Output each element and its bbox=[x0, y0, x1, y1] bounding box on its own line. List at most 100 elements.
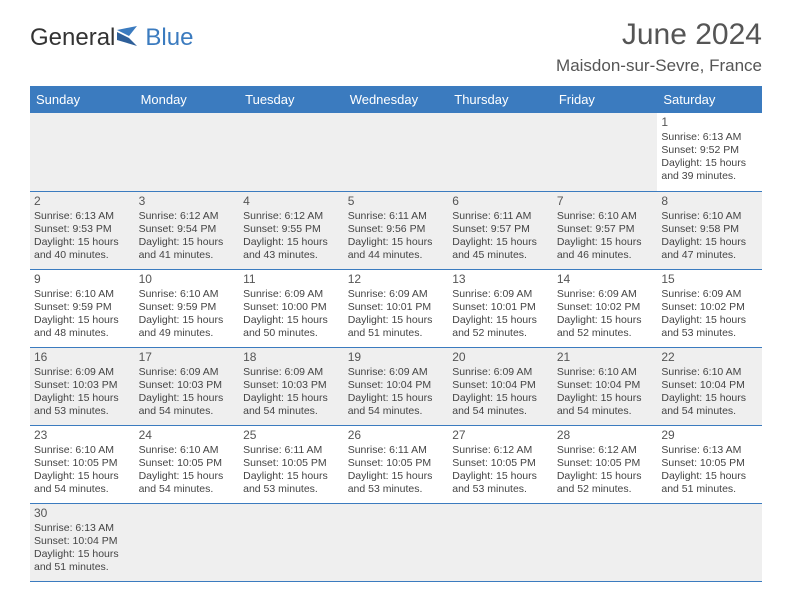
day-number: 2 bbox=[34, 194, 131, 209]
sunset-label: Sunset: 10:02 PM bbox=[661, 301, 758, 314]
sunset-label: Sunset: 9:55 PM bbox=[243, 223, 340, 236]
week-row: 23Sunrise: 6:10 AMSunset: 10:05 PMDaylig… bbox=[30, 425, 762, 503]
sunrise-label: Sunrise: 6:09 AM bbox=[348, 366, 445, 379]
day-number: 12 bbox=[348, 272, 445, 287]
location-label: Maisdon-sur-Sevre, France bbox=[556, 56, 762, 76]
daylight1-label: Daylight: 15 hours bbox=[661, 470, 758, 483]
daylight1-label: Daylight: 15 hours bbox=[34, 470, 131, 483]
day-cell: 16Sunrise: 6:09 AMSunset: 10:03 PMDaylig… bbox=[30, 347, 135, 425]
sunrise-label: Sunrise: 6:10 AM bbox=[661, 210, 758, 223]
day-cell: 21Sunrise: 6:10 AMSunset: 10:04 PMDaylig… bbox=[553, 347, 658, 425]
day-number: 19 bbox=[348, 350, 445, 365]
sunrise-label: Sunrise: 6:09 AM bbox=[34, 366, 131, 379]
sunrise-label: Sunrise: 6:13 AM bbox=[661, 444, 758, 457]
sunset-label: Sunset: 9:59 PM bbox=[139, 301, 236, 314]
daylight2-label: and 44 minutes. bbox=[348, 249, 445, 262]
week-row: 30Sunrise: 6:13 AMSunset: 10:04 PMDaylig… bbox=[30, 503, 762, 581]
daylight1-label: Daylight: 15 hours bbox=[452, 392, 549, 405]
daylight1-label: Daylight: 15 hours bbox=[348, 236, 445, 249]
day-number: 30 bbox=[34, 506, 131, 521]
daylight1-label: Daylight: 15 hours bbox=[34, 236, 131, 249]
sunrise-label: Sunrise: 6:09 AM bbox=[348, 288, 445, 301]
day-cell: 24Sunrise: 6:10 AMSunset: 10:05 PMDaylig… bbox=[135, 425, 240, 503]
sunset-label: Sunset: 9:53 PM bbox=[34, 223, 131, 236]
sunrise-label: Sunrise: 6:11 AM bbox=[348, 210, 445, 223]
daylight2-label: and 54 minutes. bbox=[34, 483, 131, 496]
day-number: 24 bbox=[139, 428, 236, 443]
daylight2-label: and 43 minutes. bbox=[243, 249, 340, 262]
daylight1-label: Daylight: 15 hours bbox=[34, 314, 131, 327]
sunrise-label: Sunrise: 6:12 AM bbox=[139, 210, 236, 223]
sunrise-label: Sunrise: 6:09 AM bbox=[452, 288, 549, 301]
sunset-label: Sunset: 10:05 PM bbox=[139, 457, 236, 470]
sunrise-label: Sunrise: 6:13 AM bbox=[34, 522, 131, 535]
sunset-label: Sunset: 10:03 PM bbox=[139, 379, 236, 392]
daylight2-label: and 51 minutes. bbox=[348, 327, 445, 340]
sunset-label: Sunset: 10:04 PM bbox=[348, 379, 445, 392]
day-header-sunday: Sunday bbox=[30, 86, 135, 113]
sunset-label: Sunset: 10:05 PM bbox=[34, 457, 131, 470]
sunset-label: Sunset: 10:04 PM bbox=[661, 379, 758, 392]
logo: General Blue bbox=[30, 24, 193, 52]
daylight2-label: and 54 minutes. bbox=[452, 405, 549, 418]
sunset-label: Sunset: 10:00 PM bbox=[243, 301, 340, 314]
day-cell: 26Sunrise: 6:11 AMSunset: 10:05 PMDaylig… bbox=[344, 425, 449, 503]
daylight2-label: and 51 minutes. bbox=[661, 483, 758, 496]
sunset-label: Sunset: 10:04 PM bbox=[557, 379, 654, 392]
daylight1-label: Daylight: 15 hours bbox=[243, 236, 340, 249]
daylight1-label: Daylight: 15 hours bbox=[139, 392, 236, 405]
sunrise-label: Sunrise: 6:10 AM bbox=[139, 444, 236, 457]
empty-cell bbox=[344, 113, 449, 191]
daylight2-label: and 54 minutes. bbox=[661, 405, 758, 418]
daylight2-label: and 49 minutes. bbox=[139, 327, 236, 340]
sunset-label: Sunset: 9:57 PM bbox=[452, 223, 549, 236]
daylight2-label: and 47 minutes. bbox=[661, 249, 758, 262]
day-number: 20 bbox=[452, 350, 549, 365]
daylight1-label: Daylight: 15 hours bbox=[243, 392, 340, 405]
daylight2-label: and 53 minutes. bbox=[661, 327, 758, 340]
day-cell: 15Sunrise: 6:09 AMSunset: 10:02 PMDaylig… bbox=[657, 269, 762, 347]
day-cell: 3Sunrise: 6:12 AMSunset: 9:54 PMDaylight… bbox=[135, 191, 240, 269]
daylight2-label: and 51 minutes. bbox=[34, 561, 131, 574]
sunset-label: Sunset: 10:01 PM bbox=[452, 301, 549, 314]
sunset-label: Sunset: 9:54 PM bbox=[139, 223, 236, 236]
daylight1-label: Daylight: 15 hours bbox=[139, 314, 236, 327]
sunset-label: Sunset: 10:05 PM bbox=[557, 457, 654, 470]
day-cell: 23Sunrise: 6:10 AMSunset: 10:05 PMDaylig… bbox=[30, 425, 135, 503]
daylight1-label: Daylight: 15 hours bbox=[452, 236, 549, 249]
day-number: 22 bbox=[661, 350, 758, 365]
day-cell: 10Sunrise: 6:10 AMSunset: 9:59 PMDayligh… bbox=[135, 269, 240, 347]
daylight2-label: and 52 minutes. bbox=[557, 327, 654, 340]
sunset-label: Sunset: 9:57 PM bbox=[557, 223, 654, 236]
week-row: 1Sunrise: 6:13 AMSunset: 9:52 PMDaylight… bbox=[30, 113, 762, 191]
sunrise-label: Sunrise: 6:10 AM bbox=[139, 288, 236, 301]
sunrise-label: Sunrise: 6:09 AM bbox=[557, 288, 654, 301]
sunrise-label: Sunrise: 6:10 AM bbox=[661, 366, 758, 379]
day-cell: 6Sunrise: 6:11 AMSunset: 9:57 PMDaylight… bbox=[448, 191, 553, 269]
sunset-label: Sunset: 10:03 PM bbox=[243, 379, 340, 392]
daylight1-label: Daylight: 15 hours bbox=[557, 392, 654, 405]
day-number: 27 bbox=[452, 428, 549, 443]
calendar-body: 1Sunrise: 6:13 AMSunset: 9:52 PMDaylight… bbox=[30, 113, 762, 581]
sunset-label: Sunset: 9:58 PM bbox=[661, 223, 758, 236]
calendar-table: Sunday Monday Tuesday Wednesday Thursday… bbox=[30, 86, 762, 582]
page-title: June 2024 bbox=[556, 18, 762, 52]
sunrise-label: Sunrise: 6:11 AM bbox=[452, 210, 549, 223]
sunrise-label: Sunrise: 6:12 AM bbox=[243, 210, 340, 223]
daylight1-label: Daylight: 15 hours bbox=[557, 236, 654, 249]
sunrise-label: Sunrise: 6:12 AM bbox=[452, 444, 549, 457]
daylight1-label: Daylight: 15 hours bbox=[661, 392, 758, 405]
day-cell: 2Sunrise: 6:13 AMSunset: 9:53 PMDaylight… bbox=[30, 191, 135, 269]
week-row: 2Sunrise: 6:13 AMSunset: 9:53 PMDaylight… bbox=[30, 191, 762, 269]
sunrise-label: Sunrise: 6:12 AM bbox=[557, 444, 654, 457]
sunrise-label: Sunrise: 6:09 AM bbox=[243, 366, 340, 379]
sunset-label: Sunset: 9:56 PM bbox=[348, 223, 445, 236]
logo-text-2: Blue bbox=[145, 24, 193, 52]
sunset-label: Sunset: 10:04 PM bbox=[452, 379, 549, 392]
sunset-label: Sunset: 10:02 PM bbox=[557, 301, 654, 314]
day-number: 10 bbox=[139, 272, 236, 287]
daylight1-label: Daylight: 15 hours bbox=[34, 392, 131, 405]
daylight1-label: Daylight: 15 hours bbox=[348, 392, 445, 405]
logo-text-1: General bbox=[30, 24, 115, 52]
empty-cell bbox=[239, 503, 344, 581]
